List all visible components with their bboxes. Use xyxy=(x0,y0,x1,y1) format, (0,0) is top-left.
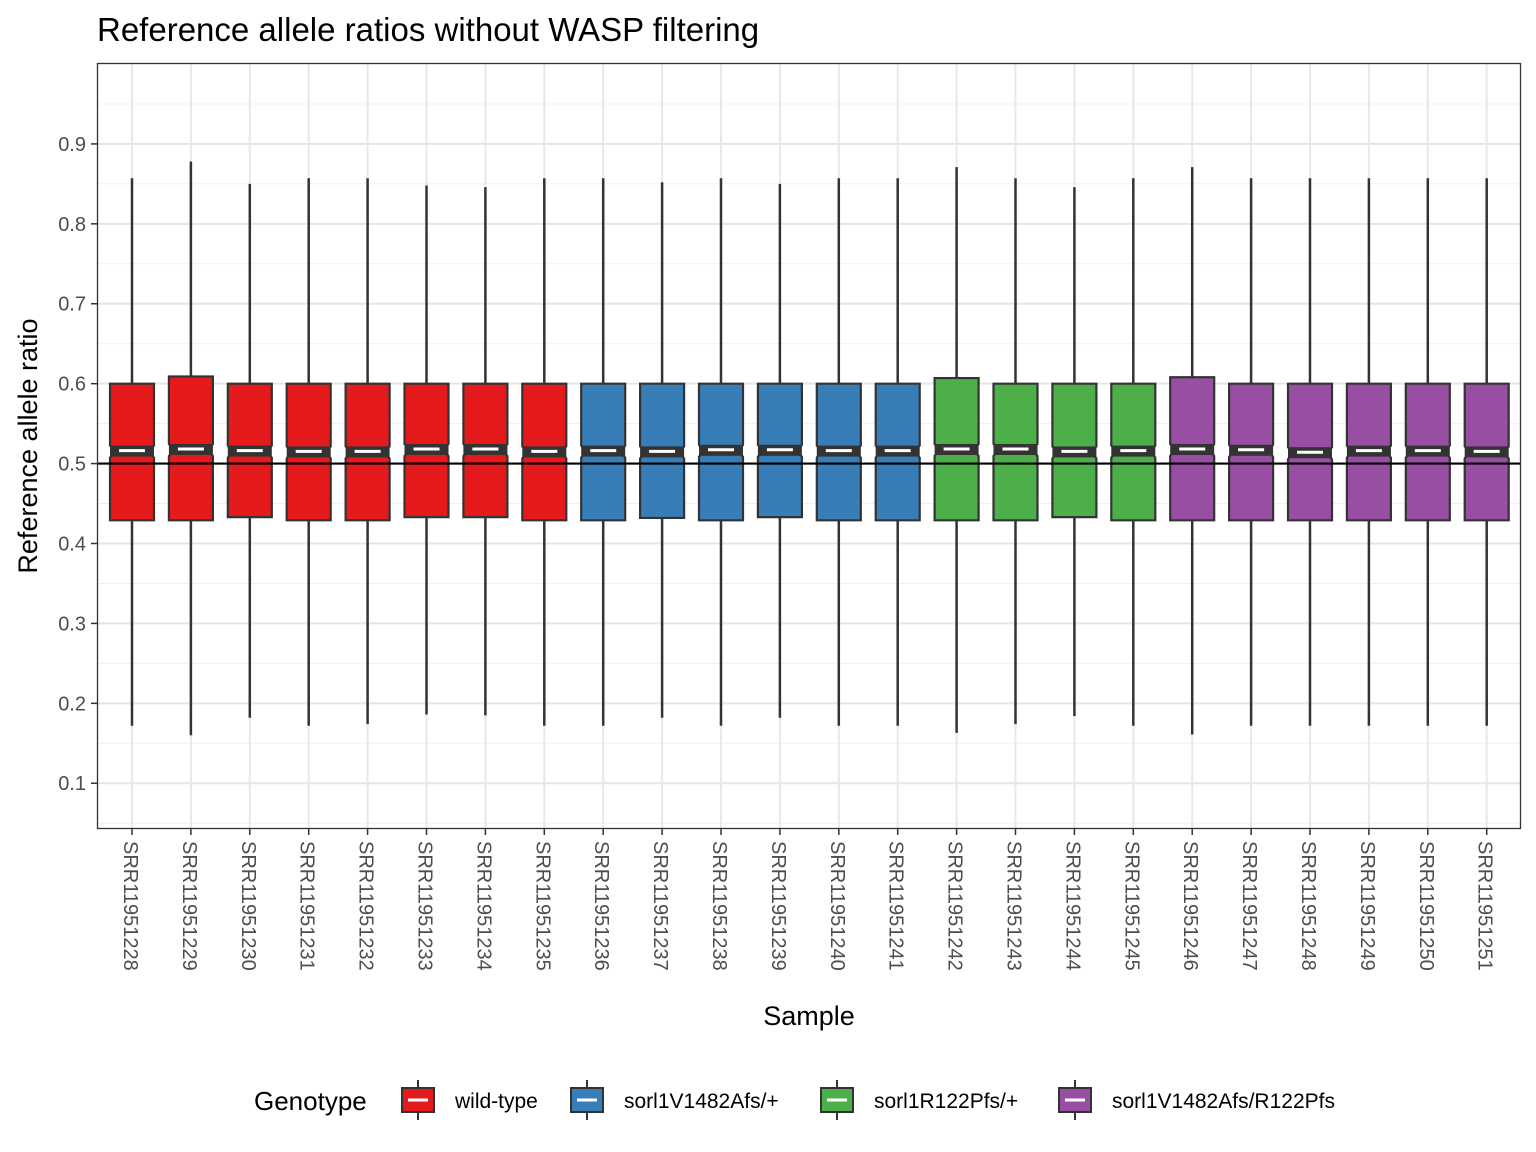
box-SRR11951240 xyxy=(815,178,862,726)
x-tick-label: SRR11951249 xyxy=(1356,841,1378,971)
y-tick-label: 0.6 xyxy=(58,374,86,396)
x-tick-label: SRR11951230 xyxy=(237,841,259,971)
legend-title: Genotype xyxy=(254,1086,367,1116)
y-tick-label: 0.4 xyxy=(58,533,86,555)
box-SRR11951251 xyxy=(1463,178,1510,726)
y-tick-label: 0.9 xyxy=(58,134,86,156)
y-tick-label: 0.2 xyxy=(58,693,86,715)
legend-items: wild-type sorl1V1482Afs/+ sorl1R122Pfs/+ so… xyxy=(401,1080,1335,1120)
x-tick-label: SRR11951243 xyxy=(1003,841,1025,971)
x-tick-label: SRR11951245 xyxy=(1120,841,1142,971)
box-SRR11951248 xyxy=(1286,178,1334,726)
box-SRR11951234 xyxy=(462,187,509,716)
x-tick-label: SRR11951248 xyxy=(1297,841,1319,971)
legend-item: sorl1V1482Afs/R122Pfs xyxy=(1058,1080,1335,1120)
plot-panel-border xyxy=(96,62,1522,830)
x-tick-label: SRR11951240 xyxy=(826,841,848,971)
box-SRR11951236 xyxy=(580,178,627,726)
box-SRR11951238 xyxy=(697,178,745,726)
box-SRR11951232 xyxy=(344,178,391,725)
box-SRR11951246 xyxy=(1169,167,1216,735)
x-tick-label: SRR11951241 xyxy=(885,841,907,971)
y-tick-label: 0.3 xyxy=(58,613,86,635)
y-tick-label: 0.7 xyxy=(58,294,86,316)
x-tick-label: SRR11951239 xyxy=(767,841,789,971)
x-tick-label: SRR11951244 xyxy=(1061,841,1083,971)
box-SRR11951242 xyxy=(933,167,980,733)
x-axis: SRR11951228 SRR11951229 SRR11951230 SRR1195… xyxy=(119,828,1496,971)
legend-label: wild-type xyxy=(454,1090,538,1113)
x-tick-label: SRR11951232 xyxy=(355,841,377,971)
y-tick-label: 0.5 xyxy=(58,454,86,476)
chart-title: Reference allele ratios without WASP fil… xyxy=(97,11,759,48)
x-tick-label: SRR11951246 xyxy=(1179,841,1201,971)
x-tick-label: SRR11951242 xyxy=(944,841,966,971)
x-tick-label: SRR11951250 xyxy=(1415,841,1437,971)
legend: Genotype wild-type sorl1V1482Afs/+ sorl1R1… xyxy=(254,1080,1335,1120)
box-SRR11951247 xyxy=(1228,178,1275,726)
box-SRR11951230 xyxy=(226,183,273,718)
box-SRR11951241 xyxy=(874,178,921,726)
x-axis-title: Sample xyxy=(763,1001,855,1031)
y-axis: 0.1 0.2 0.3 0.4 0.5 0.6 0.7 0.8 0.9 xyxy=(58,134,98,795)
box-SRR11951239 xyxy=(756,183,803,718)
x-tick-label: SRR11951236 xyxy=(590,841,612,971)
box-SRR11951228 xyxy=(108,178,156,726)
x-tick-label: SRR11951233 xyxy=(414,841,436,971)
box-SRR11951250 xyxy=(1404,178,1451,726)
legend-item: sorl1R122Pfs/+ xyxy=(820,1080,1018,1120)
box-SRR11951237 xyxy=(639,182,686,718)
x-tick-label: SRR11951234 xyxy=(472,841,494,971)
y-tick-label: 0.8 xyxy=(58,214,86,236)
legend-item: wild-type xyxy=(401,1080,538,1120)
y-axis-title: Reference allele ratio xyxy=(13,318,43,573)
legend-label: sorl1V1482Afs/R122Pfs xyxy=(1112,1090,1335,1113)
box-SRR11951245 xyxy=(1110,178,1157,726)
legend-label: sorl1R122Pfs/+ xyxy=(874,1090,1018,1113)
x-tick-label: SRR11951237 xyxy=(649,841,671,971)
box-SRR11951231 xyxy=(285,178,332,726)
y-tick-label: 0.1 xyxy=(58,773,86,795)
x-tick-label: SRR11951238 xyxy=(708,841,730,971)
x-tick-label: SRR11951251 xyxy=(1474,841,1496,971)
box-SRR11951233 xyxy=(403,185,450,715)
legend-label: sorl1V1482Afs/+ xyxy=(624,1090,779,1113)
box-SRR11951249 xyxy=(1345,178,1392,726)
x-tick-label: SRR11951247 xyxy=(1238,841,1260,971)
x-tick-label: SRR11951235 xyxy=(531,841,553,971)
box-SRR11951243 xyxy=(992,178,1039,725)
box-SRR11951235 xyxy=(521,178,568,726)
x-tick-label: SRR11951229 xyxy=(178,841,200,971)
box-SRR11951229 xyxy=(167,161,214,736)
box-series xyxy=(98,161,1520,736)
box-SRR11951244 xyxy=(1051,187,1098,717)
x-tick-label: SRR11951228 xyxy=(119,841,141,971)
x-tick-label: SRR11951231 xyxy=(296,841,318,971)
legend-item: sorl1V1482Afs/+ xyxy=(570,1080,779,1120)
